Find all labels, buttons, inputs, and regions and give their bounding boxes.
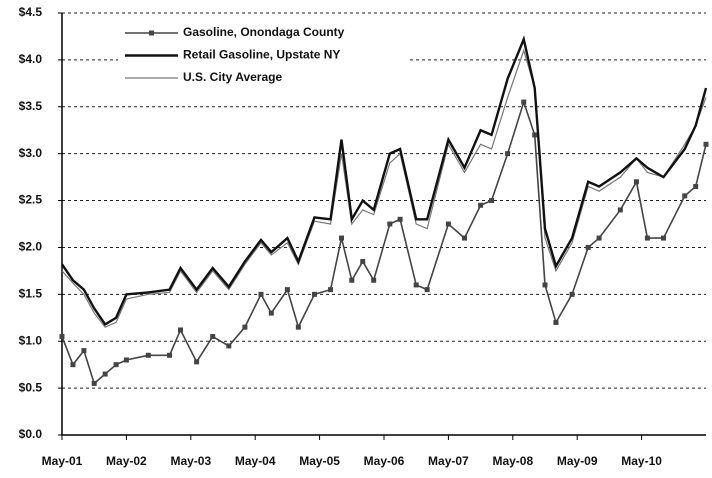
- point-marker: [644, 235, 650, 241]
- point-marker: [445, 221, 451, 227]
- y-tick-label: $2.0: [19, 240, 43, 254]
- point-marker: [585, 244, 591, 250]
- point-marker: [284, 287, 290, 293]
- x-tick-label: May-03: [170, 454, 211, 468]
- x-tick-label: May-04: [235, 454, 276, 468]
- y-tick-label: $3.0: [19, 146, 43, 160]
- point-marker: [242, 324, 248, 330]
- point-marker: [553, 319, 559, 325]
- point-marker: [226, 343, 232, 349]
- y-tick-label: $2.5: [19, 193, 43, 207]
- point-marker: [59, 334, 65, 340]
- x-tick-label: May-01: [42, 454, 83, 468]
- point-marker: [532, 132, 538, 138]
- point-marker: [569, 291, 575, 297]
- series-line: [61, 48, 707, 328]
- point-marker: [596, 235, 602, 241]
- legend-marker: [149, 30, 154, 36]
- point-marker: [349, 277, 355, 283]
- x-tick-label: May-06: [364, 454, 405, 468]
- point-marker: [397, 216, 403, 222]
- point-marker: [360, 259, 366, 265]
- y-tick-label: $3.5: [19, 99, 43, 113]
- y-tick-label: $4.5: [19, 5, 43, 19]
- legend-label: Retail Gasoline, Upstate NY: [183, 48, 340, 62]
- point-marker: [113, 362, 119, 368]
- point-marker: [177, 327, 183, 333]
- point-marker: [338, 235, 344, 241]
- point-marker: [521, 99, 527, 105]
- y-tick-label: $0.5: [19, 380, 43, 394]
- x-tick-label: May-08: [492, 454, 533, 468]
- point-marker: [542, 282, 548, 288]
- point-marker: [703, 141, 709, 147]
- x-tick-label: May-09: [557, 454, 598, 468]
- point-marker: [505, 151, 511, 157]
- y-tick-label: $1.5: [19, 287, 43, 301]
- legend-label: Gasoline, Onondaga County: [183, 25, 345, 39]
- point-marker: [210, 334, 216, 340]
- point-marker: [91, 380, 97, 386]
- point-marker: [328, 287, 334, 293]
- point-marker: [258, 291, 264, 297]
- point-marker: [424, 287, 430, 293]
- point-marker: [387, 221, 393, 227]
- x-tick-label: May-02: [106, 454, 147, 468]
- x-tick-label: May-05: [299, 454, 340, 468]
- point-marker: [413, 282, 419, 288]
- point-marker: [123, 357, 129, 363]
- point-marker: [145, 352, 151, 358]
- point-marker: [311, 291, 317, 297]
- point-marker: [194, 359, 200, 365]
- y-tick-label: $0.0: [19, 427, 43, 441]
- point-marker: [462, 235, 467, 241]
- legend-label: U.S. City Average: [183, 70, 282, 84]
- point-marker: [102, 371, 108, 377]
- point-marker: [682, 193, 688, 199]
- point-marker: [478, 202, 484, 208]
- point-marker: [371, 277, 377, 283]
- x-tick-label: May-10: [621, 454, 662, 468]
- series-line: [61, 35, 708, 326]
- x-tick-label: May-07: [428, 454, 469, 468]
- y-tick-label: $4.0: [19, 52, 43, 66]
- point-marker: [693, 183, 699, 189]
- point-marker: [167, 352, 173, 358]
- point-marker: [295, 324, 301, 330]
- point-marker: [70, 362, 76, 368]
- point-marker: [617, 207, 623, 213]
- point-marker: [268, 310, 274, 316]
- y-tick-label: $1.0: [19, 333, 43, 347]
- point-marker: [660, 235, 666, 241]
- point-marker: [81, 348, 87, 354]
- point-marker: [489, 198, 495, 204]
- point-marker: [633, 179, 639, 185]
